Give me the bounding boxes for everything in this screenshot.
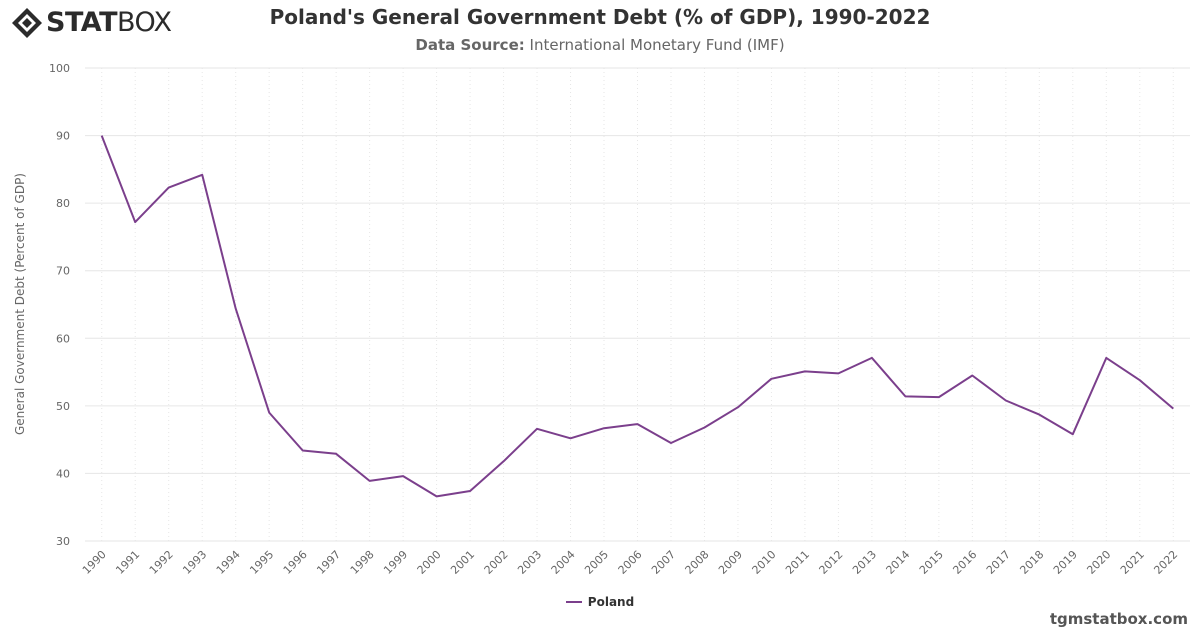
data-point[interactable] <box>768 376 774 382</box>
data-source-value: International Monetary Fund (IMF) <box>529 36 785 54</box>
data-point[interactable] <box>1003 397 1009 403</box>
x-tick-label: 2000 <box>415 548 444 577</box>
y-tick-label: 60 <box>56 332 70 345</box>
x-tick-label: 2022 <box>1151 548 1180 577</box>
x-tick-label: 2001 <box>448 548 477 577</box>
x-tick-label: 2013 <box>850 548 879 577</box>
y-tick-label: 80 <box>56 197 70 210</box>
data-point[interactable] <box>166 185 172 191</box>
x-tick-label: 1999 <box>381 548 410 577</box>
x-tick-label: 2019 <box>1051 548 1080 577</box>
site-credit[interactable]: tgmstatbox.com <box>1049 610 1188 628</box>
data-point[interactable] <box>199 172 205 178</box>
x-tick-label: 2016 <box>950 548 979 577</box>
x-tick-label: 1996 <box>281 548 310 577</box>
data-point[interactable] <box>701 424 707 430</box>
data-point[interactable] <box>333 451 339 457</box>
data-point[interactable] <box>1070 431 1076 437</box>
x-tick-label: 2009 <box>716 548 745 577</box>
legend[interactable]: Poland <box>0 595 1200 609</box>
series-layer <box>99 133 1176 499</box>
x-tick-label: 2012 <box>817 548 846 577</box>
legend-label-poland: Poland <box>587 595 635 609</box>
data-point[interactable] <box>936 394 942 400</box>
x-tick-label: 2004 <box>549 548 578 577</box>
x-tick-label: 1992 <box>147 548 176 577</box>
data-source-label: Data Source: <box>415 36 525 54</box>
chart-title: Poland's General Government Debt (% of G… <box>269 5 931 29</box>
logo-text: STATBOX <box>46 6 172 40</box>
data-point[interactable] <box>467 488 473 494</box>
x-tick-label: 2014 <box>884 548 913 577</box>
diamond-logo-icon <box>12 8 42 38</box>
x-tick-label: 1998 <box>348 548 377 577</box>
data-point[interactable] <box>635 421 641 427</box>
data-point[interactable] <box>1137 377 1143 383</box>
x-tick-label: 1997 <box>314 548 343 577</box>
data-point[interactable] <box>99 133 105 139</box>
data-point[interactable] <box>969 372 975 378</box>
x-tick-labels: 1990 1991 1992 1993 1994 1995 1996 1997 1998 1999… <box>80 548 1181 577</box>
x-tick-label: 2007 <box>649 548 678 577</box>
statbox-logo: STATBOX <box>10 6 172 40</box>
data-point[interactable] <box>902 393 908 399</box>
legend-swatch-poland <box>565 601 582 603</box>
data-point[interactable] <box>233 306 239 312</box>
data-point[interactable] <box>434 493 440 499</box>
x-tick-label: 1990 <box>80 548 109 577</box>
data-point[interactable] <box>367 478 373 484</box>
y-tick-label: 70 <box>56 265 70 278</box>
grid-layer <box>85 67 1190 542</box>
data-point[interactable] <box>501 458 507 464</box>
y-tick-labels: 30 40 50 60 70 80 90 100 <box>49 62 70 548</box>
x-tick-label: 1991 <box>113 548 142 577</box>
data-point[interactable] <box>568 435 574 441</box>
x-tick-label: 1993 <box>180 548 209 577</box>
x-tick-label: 2010 <box>750 548 779 577</box>
data-point[interactable] <box>534 426 540 432</box>
data-point[interactable] <box>835 370 841 376</box>
x-tick-label: 2011 <box>783 548 812 577</box>
x-tick-label: 2021 <box>1118 548 1147 577</box>
x-tick-label: 2008 <box>683 548 712 577</box>
x-tick-label: 2017 <box>984 548 1013 577</box>
x-tick-label: 2020 <box>1084 548 1113 577</box>
data-point[interactable] <box>1036 412 1042 418</box>
x-tick-label: 2015 <box>917 548 946 577</box>
x-tick-label: 1994 <box>214 548 243 577</box>
logo-text-light: BOX <box>116 7 172 38</box>
x-tick-label: 2006 <box>616 548 645 577</box>
x-tick-label: 2003 <box>515 548 544 577</box>
chart-subtitle: Data Source: International Monetary Fund… <box>0 36 1200 54</box>
y-tick-label: 30 <box>56 535 70 548</box>
y-tick-label: 100 <box>49 62 70 75</box>
data-point[interactable] <box>266 410 272 416</box>
data-point[interactable] <box>735 404 741 410</box>
data-point[interactable] <box>132 219 138 225</box>
logo-text-strong: STAT <box>46 7 117 38</box>
data-point[interactable] <box>668 440 674 446</box>
y-tick-label: 90 <box>56 130 70 143</box>
data-point[interactable] <box>601 425 607 431</box>
x-tick-label: 2018 <box>1017 548 1046 577</box>
data-point[interactable] <box>1170 406 1176 412</box>
data-point[interactable] <box>869 355 875 361</box>
x-tick-label: 2002 <box>482 548 511 577</box>
data-point[interactable] <box>1103 355 1109 361</box>
y-tick-label: 40 <box>56 467 70 480</box>
x-tick-label: 2005 <box>582 548 611 577</box>
data-point[interactable] <box>802 368 808 374</box>
x-tick-label: 1995 <box>247 548 276 577</box>
data-point[interactable] <box>400 473 406 479</box>
y-tick-label: 50 <box>56 400 70 413</box>
data-point[interactable] <box>300 447 306 453</box>
series-line-poland[interactable] <box>100 135 1174 498</box>
